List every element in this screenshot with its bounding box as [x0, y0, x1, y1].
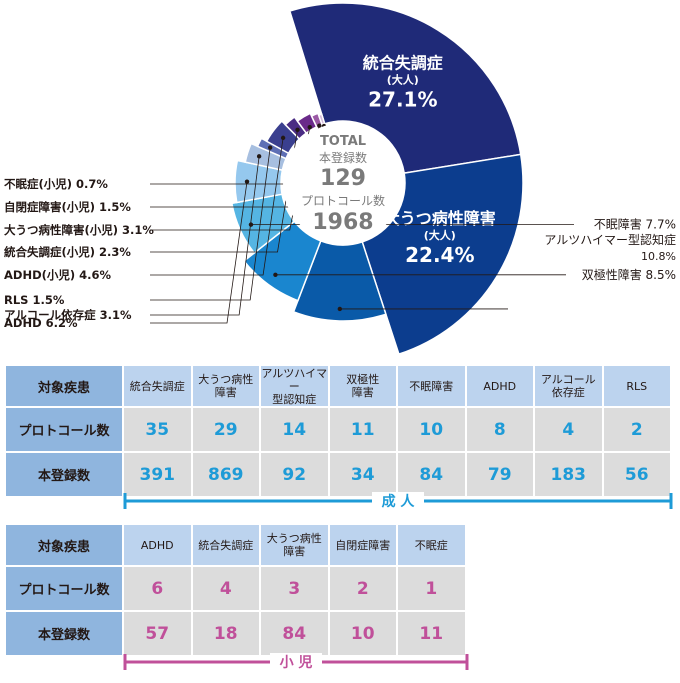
- slice-value-0: 27.1%: [368, 88, 437, 112]
- child-cell-name-3: 自閉症障害: [329, 525, 396, 565]
- child-cell-name-1: 統合失調症: [192, 525, 259, 565]
- adult-cell-name-0: 統合失調症: [124, 366, 191, 406]
- leader-line-7: [150, 147, 271, 301]
- adult-row-protocols: プロトコール数 35 29 14 11 10 8 4 2: [6, 408, 670, 451]
- child-cell-name-2: 大うつ病性 障害: [261, 525, 328, 565]
- child-cell-name-0: ADHD: [124, 525, 191, 565]
- pie-slice-1: [361, 153, 524, 356]
- adult-cell-name-1: 大うつ病性 障害: [192, 366, 259, 406]
- adult-cell-name-5: ADHD: [466, 366, 533, 406]
- adult-cell-registrations-4: 84: [398, 453, 465, 496]
- slice-sublabel-0: (大人): [387, 73, 419, 87]
- adult-cell-registrations-5: 79: [466, 453, 533, 496]
- adult-row-label: 対象疾患: [6, 366, 122, 406]
- registrations-value: 129: [320, 166, 366, 191]
- adult-cell-protocols-4: 10: [398, 408, 465, 451]
- adult-cell-protocols-6: 4: [535, 408, 602, 451]
- child-cell-name-4: 不眠症: [398, 525, 465, 565]
- adult-cell-name-4: 不眠障害: [398, 366, 465, 406]
- pie-slice-6: [244, 142, 288, 171]
- pie-slice-5: [234, 159, 284, 204]
- total-label: TOTAL: [320, 134, 366, 149]
- slice-label-7: RLS 1.5%: [4, 293, 65, 307]
- slice-value-1: 22.4%: [405, 243, 474, 267]
- slice-label-5: ADHD 6.2%: [4, 316, 78, 330]
- adult-cell-protocols-2: 14: [261, 408, 328, 451]
- slice-label-2: アルツハイマー型認知症: [544, 232, 676, 247]
- leader-dot-3: [273, 272, 278, 278]
- slice-label-12: 不眠症(小児) 0.7%: [4, 177, 108, 191]
- adult-cell-registrations-2: 92: [261, 453, 328, 496]
- adult-cell-protocols-5: 8: [466, 408, 533, 451]
- child-bracket-label: 小 児: [280, 655, 313, 671]
- child-cell-protocols-2: 3: [261, 567, 328, 610]
- slice-label-1: 大うつ病性障害: [384, 209, 496, 228]
- slice-label-3: 双極性障害 8.5%: [582, 267, 676, 282]
- adult-row-name: 対象疾患 統合失調症 大うつ病性 障害 アルツハイマー 型認知症 双極性 障害 不眠障害 ADHD…: [6, 366, 670, 406]
- adult-cell-registrations-3: 34: [329, 453, 396, 496]
- adult-cell-registrations-1: 869: [192, 453, 259, 496]
- child-row-label: プロトコール数: [6, 567, 122, 610]
- child-cell-registrations-1: 18: [192, 612, 259, 655]
- protocols-label: プロトコール数: [301, 193, 385, 208]
- adult-cell-protocols-7: 2: [603, 408, 670, 451]
- adult-cell-name-6: アルコール 依存症: [535, 366, 602, 406]
- child-cell-registrations-4: 11: [398, 612, 465, 655]
- adult-cell-registrations-0: 391: [124, 453, 191, 496]
- child-cell-protocols-3: 2: [329, 567, 396, 610]
- child-row-label: 対象疾患: [6, 525, 122, 565]
- child-row-label: 本登録数: [6, 612, 122, 655]
- slice-label-6: アルコール依存症 3.1%: [4, 308, 132, 322]
- child-row-name: 対象疾患 ADHD 統合失調症 大うつ病性 障害 自閉症障害 不眠症: [6, 525, 465, 565]
- slice-label-10: 大うつ病性障害(小児) 3.1%: [4, 223, 154, 237]
- pie-slice-3: [243, 220, 322, 302]
- child-cell-protocols-0: 6: [124, 567, 191, 610]
- adult-cell-protocols-1: 29: [192, 408, 259, 451]
- slice-label-0: 統合失調症: [363, 54, 443, 73]
- protocols-value: 1968: [312, 210, 373, 235]
- adult-cell-registrations-7: 56: [603, 453, 670, 496]
- child-cell-registrations-0: 57: [124, 612, 191, 655]
- leader-line-5: [150, 181, 248, 324]
- child-row-protocols: プロトコール数 6 4 3 2 1: [6, 567, 465, 610]
- slice-label-8: ADHD(小児) 4.6%: [4, 268, 112, 282]
- pie-slice-4: [230, 193, 296, 255]
- adult-row-registrations: 本登録数 391 869 92 34 84 79 183 56: [6, 453, 670, 496]
- child-row-registrations: 本登録数 57 18 84 10 11: [6, 612, 465, 655]
- registrations-label: 本登録数: [319, 150, 367, 165]
- adult-cell-protocols-0: 35: [124, 408, 191, 451]
- leader-line-6: [150, 156, 260, 316]
- pie-chart: 統合失調症(大人)27.1%大うつ病性障害(大人)22.4%アルツハイマー型認知…: [4, 2, 676, 356]
- child-cell-registrations-3: 10: [329, 612, 396, 655]
- child-cell-registrations-2: 84: [261, 612, 328, 655]
- adult-row-label: プロトコール数: [6, 408, 122, 451]
- adult-cell-name-7: RLS: [603, 366, 670, 406]
- child-table: 対象疾患 ADHD 統合失調症 大うつ病性 障害 自閉症障害 不眠症 プロトコール数 6 4 3 2 1…: [4, 523, 467, 657]
- slice-label-9: 統合失調症(小児) 2.3%: [4, 245, 131, 259]
- adult-cell-name-2: アルツハイマー 型認知症: [261, 366, 328, 406]
- adult-cell-protocols-3: 11: [329, 408, 396, 451]
- pie-slice-9: [284, 115, 308, 140]
- slice-label-11: 自閉症障害(小児) 1.5%: [4, 200, 131, 214]
- pie-center: [283, 123, 403, 243]
- adult-cell-registrations-6: 183: [535, 453, 602, 496]
- leader-line-8: [150, 137, 284, 276]
- adult-cell-name-3: 双極性 障害: [329, 366, 396, 406]
- slice-label-4: 不眠障害 7.7%: [594, 217, 676, 232]
- adult-table: 対象疾患 統合失調症 大うつ病性 障害 アルツハイマー 型認知症 双極性 障害 不眠障害 ADHD…: [4, 364, 672, 498]
- child-cell-protocols-4: 1: [398, 567, 465, 610]
- pie-slice-2: [292, 239, 387, 322]
- child-cell-protocols-1: 4: [192, 567, 259, 610]
- adult-row-label: 本登録数: [6, 453, 122, 496]
- slice-sublabel-1: (大人): [424, 228, 456, 242]
- slice-value-2: 10.8%: [641, 250, 676, 263]
- pie-slice-0: [288, 2, 522, 175]
